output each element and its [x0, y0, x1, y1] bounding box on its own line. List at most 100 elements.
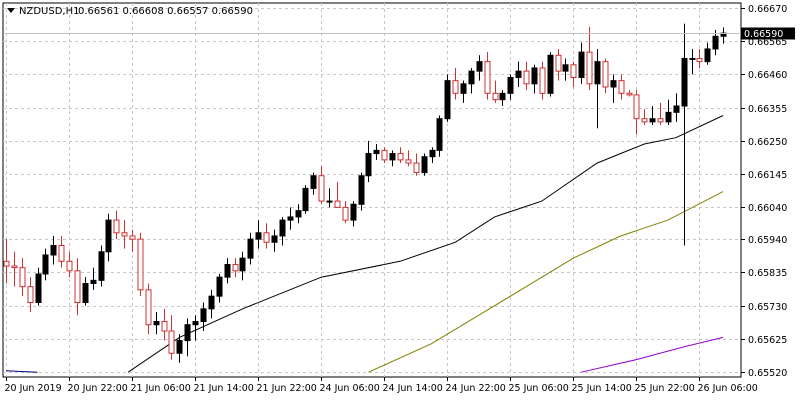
- candle-body: [578, 51, 585, 78]
- candle: [586, 26, 593, 91]
- candle: [184, 318, 191, 357]
- candle: [421, 153, 428, 176]
- candle: [208, 289, 215, 319]
- candle: [594, 48, 601, 129]
- candle: [318, 166, 325, 205]
- candle: [429, 147, 436, 164]
- candle-body: [302, 187, 309, 212]
- candle-body: [468, 70, 475, 85]
- candle: [381, 147, 388, 164]
- candle-body: [696, 57, 703, 63]
- candle-body: [176, 340, 183, 354]
- current-price-marker: 0.66590: [3, 27, 795, 40]
- candle-body: [66, 260, 73, 272]
- candle-body: [689, 57, 696, 60]
- candle: [452, 67, 459, 100]
- candle-body: [153, 321, 160, 326]
- candle: [476, 55, 483, 81]
- candle-body: [247, 238, 254, 259]
- candle: [58, 235, 65, 268]
- candle: [11, 251, 18, 287]
- candle: [279, 216, 286, 246]
- candle: [523, 61, 530, 91]
- candle: [484, 52, 491, 100]
- candle: [27, 277, 34, 313]
- x-tick-label: 20 Jun 22:00: [68, 383, 128, 394]
- candle-body: [389, 153, 396, 161]
- candle-body: [365, 153, 372, 177]
- x-tick-label: 24 Jun 06:00: [320, 383, 380, 394]
- candle-body: [649, 118, 656, 123]
- x-tick-label: 21 Jun 22:00: [257, 383, 317, 394]
- candle: [232, 258, 239, 278]
- y-tick-label: 0.66040: [748, 203, 787, 214]
- candle-body: [373, 149, 380, 155]
- candle-body: [436, 118, 443, 151]
- candle: [696, 48, 703, 68]
- candle: [665, 99, 672, 126]
- candle-body: [618, 80, 625, 94]
- candle: [704, 42, 711, 65]
- candle: [602, 58, 609, 94]
- x-tick-label: 21 Jun 06:00: [131, 383, 191, 394]
- candle-body: [531, 67, 538, 85]
- moving-average-line: [5, 370, 38, 373]
- candle: [161, 308, 168, 341]
- candle: [129, 229, 136, 252]
- candle-body: [562, 64, 569, 72]
- candle-body: [350, 203, 357, 221]
- candle-body: [239, 257, 246, 272]
- candle: [499, 90, 506, 107]
- candle: [405, 150, 412, 167]
- candle: [247, 232, 254, 265]
- candle: [326, 188, 333, 208]
- y-tick-label: 0.66565: [748, 37, 787, 48]
- candle: [334, 182, 341, 208]
- candle: [633, 90, 640, 135]
- candle-body: [515, 70, 522, 78]
- candle-body: [287, 216, 294, 221]
- candle: [712, 29, 719, 56]
- candle-body: [704, 48, 711, 63]
- candle: [200, 302, 207, 332]
- candle-body: [121, 232, 128, 237]
- x-tick-label: 24 Jun 22:00: [446, 383, 506, 394]
- candle: [515, 61, 522, 87]
- y-tick-label: 0.66250: [748, 137, 787, 148]
- candle: [350, 201, 357, 227]
- candle-body: [397, 153, 404, 161]
- candle-body: [586, 51, 593, 85]
- candle-body: [633, 94, 640, 120]
- candle: [397, 147, 404, 164]
- x-tick-label: 21 Jun 14:00: [194, 383, 254, 394]
- candle: [578, 42, 585, 84]
- candle: [287, 207, 294, 230]
- candle: [121, 220, 128, 249]
- candle: [98, 245, 105, 287]
- candle-body: [42, 254, 49, 275]
- candle-body: [11, 265, 18, 269]
- candle-body: [105, 219, 112, 253]
- candle: [436, 115, 443, 157]
- candle: [192, 315, 199, 341]
- plot-frame: [2, 2, 742, 378]
- candle-body: [326, 200, 333, 203]
- candle-body: [610, 80, 617, 88]
- candle-body: [381, 149, 388, 161]
- candle: [547, 52, 554, 97]
- candle-body: [594, 61, 601, 85]
- candle-body: [200, 308, 207, 323]
- current-price-label: 0.66590: [744, 29, 783, 40]
- candle-body: [82, 283, 89, 304]
- candle: [389, 150, 396, 167]
- candle-body: [208, 295, 215, 310]
- candle: [19, 258, 26, 297]
- candle-body: [129, 235, 136, 240]
- candle-body: [641, 118, 648, 123]
- dropdown-triangle-icon[interactable]: [7, 8, 15, 13]
- candle-body: [161, 321, 168, 332]
- candle-body: [271, 235, 278, 243]
- candle-body: [429, 149, 436, 158]
